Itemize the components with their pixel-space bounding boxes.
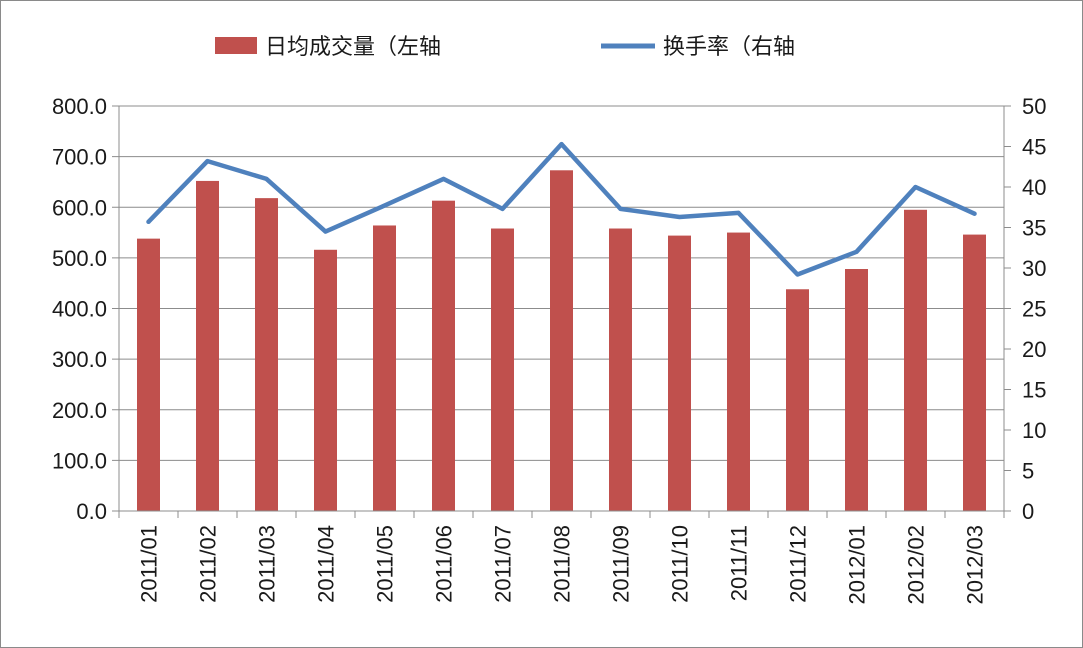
line-point <box>382 203 387 208</box>
axes <box>112 105 1011 518</box>
line-point <box>854 249 859 254</box>
left-axis-tick-label: 100.0 <box>52 448 107 473</box>
right-axis-tick-label: 10 <box>1022 418 1046 443</box>
line-point <box>146 219 151 224</box>
x-axis-category-label: 2012/02 <box>904 525 929 605</box>
line-point <box>500 206 505 211</box>
line-point <box>795 272 800 277</box>
x-axis-category-label: 2011/06 <box>432 525 457 603</box>
x-axis-category-label: 2011/07 <box>491 525 516 603</box>
bar <box>609 228 632 511</box>
bar <box>904 209 927 511</box>
x-axis-category-label: 2011/01 <box>137 525 162 603</box>
volume-bars <box>137 170 986 512</box>
line-point <box>618 206 623 211</box>
line-point <box>677 214 682 219</box>
bar <box>550 170 573 511</box>
x-axis-category-label: 2012/01 <box>845 525 870 605</box>
line-point <box>323 229 328 234</box>
x-axis-category-label: 2011/04 <box>314 525 339 603</box>
line-point <box>736 210 741 215</box>
x-axis-category-label: 2011/09 <box>609 525 634 603</box>
bar <box>255 198 278 511</box>
line-point <box>559 142 564 147</box>
line-point <box>205 159 210 164</box>
bar <box>786 289 809 511</box>
left-axis-tick-label: 400.0 <box>52 297 107 322</box>
left-axis-tick-label: 800.0 <box>52 94 107 119</box>
line-point <box>913 185 918 189</box>
x-axis-category-label: 2011/12 <box>786 525 811 603</box>
bar <box>727 232 750 511</box>
bar <box>196 180 219 512</box>
bar <box>373 225 396 511</box>
right-axis-tick-label: 15 <box>1022 378 1046 403</box>
right-axis-tick-label: 5 <box>1022 459 1034 484</box>
line-point <box>441 176 446 181</box>
left-axis-tick-label: 700.0 <box>52 145 107 170</box>
x-axis-category-label: 2011/02 <box>196 525 221 603</box>
right-axis-tick-label: 40 <box>1022 175 1046 200</box>
bar <box>963 234 986 511</box>
bar <box>491 228 514 511</box>
right-axis-tick-label: 45 <box>1022 135 1046 160</box>
legend-label-turnover: 换手率（右轴 <box>663 35 795 60</box>
right-axis-tick-label: 25 <box>1022 297 1046 322</box>
x-axis-category-label: 2011/08 <box>550 525 575 603</box>
left-axis-tick-label: 300.0 <box>52 347 107 372</box>
right-axis-tick-label: 50 <box>1022 94 1046 119</box>
turnover-line <box>146 141 977 277</box>
x-axis-category-label: 2012/03 <box>963 525 988 605</box>
right-axis-tick-label: 0 <box>1022 499 1034 524</box>
bar <box>314 249 337 511</box>
left-axis-tick-label: 600.0 <box>52 195 107 220</box>
x-axis-category-label: 2011/03 <box>255 525 280 603</box>
tick-labels: 0.0 100.0 200.0 300.0 400.0 500.0 600.0 700.0 80… <box>52 94 1047 605</box>
legend-swatch-volume <box>215 37 257 54</box>
right-axis-tick-label: 30 <box>1022 256 1046 281</box>
line-point <box>972 211 977 216</box>
bar <box>137 238 160 511</box>
right-axis-tick-label: 35 <box>1022 216 1046 241</box>
x-axis-category-label: 2011/05 <box>373 525 398 603</box>
left-axis-tick-label: 200.0 <box>52 398 107 423</box>
bar <box>432 200 455 511</box>
legend: 日均成交量（左轴 换手率（右轴 <box>215 35 795 60</box>
left-axis-tick-label: 0.0 <box>76 499 107 524</box>
x-axis-category-label: 2011/11 <box>727 525 752 601</box>
bar <box>668 235 691 511</box>
line-point <box>264 176 269 181</box>
left-axis-tick-label: 500.0 <box>52 246 107 271</box>
legend-label-volume: 日均成交量（左轴 <box>265 35 441 60</box>
right-axis-tick-label: 20 <box>1022 337 1046 362</box>
bar <box>845 269 868 511</box>
x-axis-category-label: 2011/10 <box>668 525 693 603</box>
